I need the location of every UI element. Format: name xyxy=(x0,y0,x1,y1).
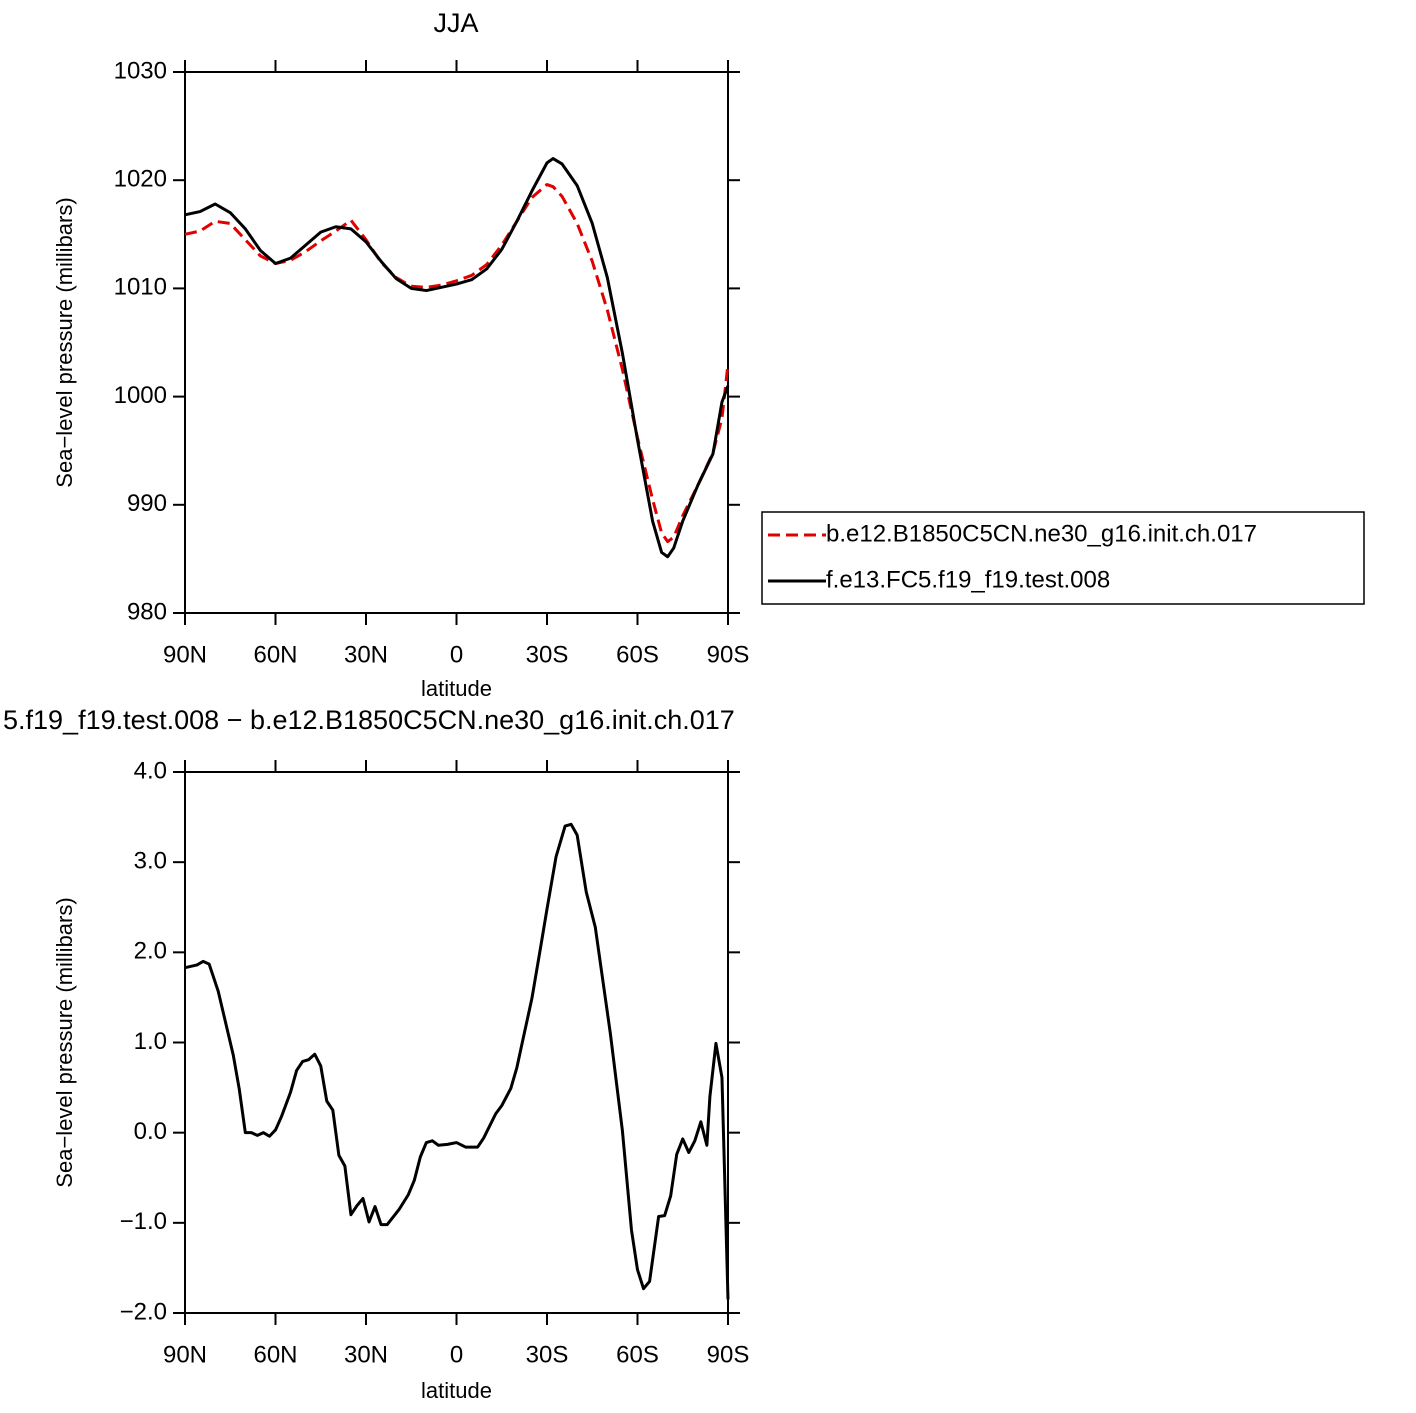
y-tick-label: 0.0 xyxy=(134,1118,167,1145)
y-tick-label: 1000 xyxy=(114,382,167,409)
y-tick-label: 2.0 xyxy=(134,938,167,965)
chart-title: JJA xyxy=(433,8,478,38)
x-tick-label: 90N xyxy=(163,641,207,668)
y-tick-label: −1.0 xyxy=(120,1208,167,1235)
x-tick-label: 90N xyxy=(163,1341,207,1368)
y-tick-label: 1030 xyxy=(114,57,167,84)
x-tick-label: 60S xyxy=(616,641,659,668)
x-tick-label: 30N xyxy=(344,1341,388,1368)
plot-frame xyxy=(184,771,729,1314)
y-axis-label: Sea−level pressure (millibars) xyxy=(52,197,77,487)
x-tick-label: 30N xyxy=(344,641,388,668)
data-line xyxy=(184,183,730,544)
x-tick-label: 0 xyxy=(450,1341,463,1368)
y-tick-label: 980 xyxy=(127,598,167,625)
y-tick-label: 1020 xyxy=(114,166,167,193)
x-tick-label: 60N xyxy=(253,1341,297,1368)
y-tick-label: 4.0 xyxy=(134,757,167,784)
x-tick-label: 90S xyxy=(707,641,750,668)
x-tick-label: 30S xyxy=(526,641,569,668)
y-tick-label: 1010 xyxy=(114,274,167,301)
x-tick-label: 0 xyxy=(450,641,463,668)
x-tick-label: 30S xyxy=(526,1341,569,1368)
y-tick-label: 1.0 xyxy=(134,1028,167,1055)
y-tick-label: −2.0 xyxy=(120,1298,167,1325)
data-line xyxy=(184,157,730,559)
y-tick-label: 990 xyxy=(127,490,167,517)
x-axis-label: latitude xyxy=(421,676,492,701)
legend-label: b.e12.B1850C5CN.ne30_g16.init.ch.017 xyxy=(826,520,1257,547)
chart-title: 5.f19_f19.test.008 − b.e12.B1850C5CN.ne3… xyxy=(3,705,735,735)
legend-label: f.e13.FC5.f19_f19.test.008 xyxy=(826,566,1110,593)
data-line xyxy=(184,822,730,1300)
x-tick-label: 60N xyxy=(253,641,297,668)
x-tick-label: 60S xyxy=(616,1341,659,1368)
plot-frame xyxy=(184,71,729,614)
y-axis-label: Sea−level pressure (millibars) xyxy=(52,897,77,1187)
x-tick-label: 90S xyxy=(707,1341,750,1368)
x-axis-label: latitude xyxy=(421,1378,492,1403)
legend: b.e12.B1850C5CN.ne30_g16.init.ch.017 f.e1… xyxy=(761,511,1365,605)
y-tick-label: 3.0 xyxy=(134,848,167,875)
legend-box xyxy=(761,511,1365,605)
